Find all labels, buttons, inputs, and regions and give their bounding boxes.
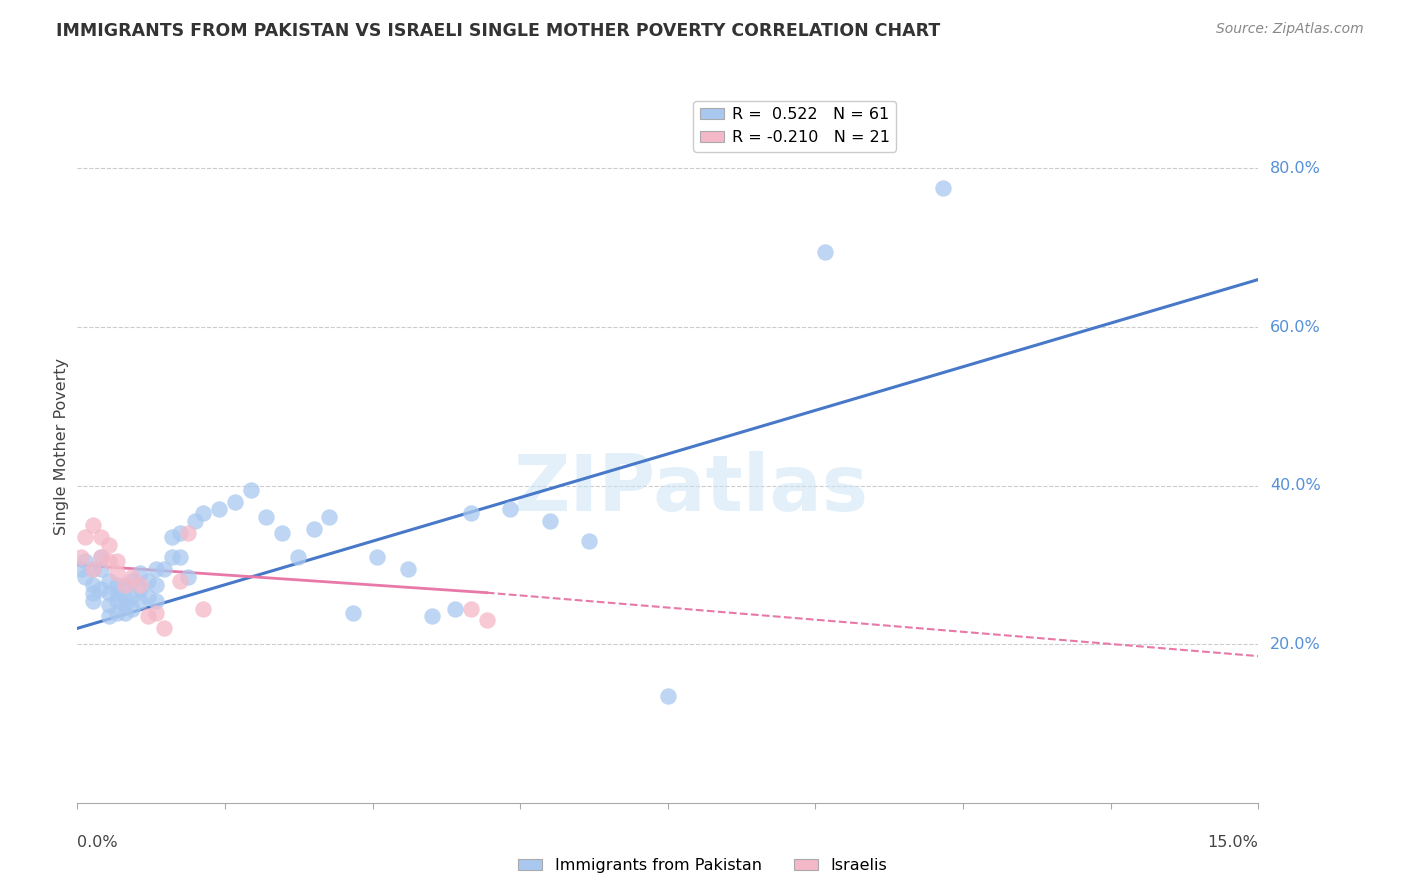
Text: 20.0%: 20.0% — [1270, 637, 1320, 652]
Point — [121, 574, 143, 588]
Point — [90, 549, 112, 564]
Text: 40.0%: 40.0% — [1270, 478, 1320, 493]
Point — [97, 598, 120, 612]
Point — [176, 570, 198, 584]
Point — [538, 514, 561, 528]
Point — [90, 530, 112, 544]
Point — [121, 590, 143, 604]
Point — [193, 507, 215, 521]
Point — [105, 578, 128, 592]
Point — [136, 574, 159, 588]
Point — [105, 585, 128, 599]
Point — [136, 609, 159, 624]
Point — [70, 562, 93, 576]
Point — [129, 593, 152, 607]
Text: ZIPatlas: ZIPatlas — [515, 450, 869, 527]
Point — [302, 522, 325, 536]
Point — [145, 593, 167, 607]
Point — [114, 578, 136, 592]
Point — [145, 578, 167, 592]
Point — [82, 593, 104, 607]
Point — [82, 578, 104, 592]
Point — [114, 578, 136, 592]
Point — [444, 601, 467, 615]
Point — [136, 590, 159, 604]
Point — [82, 562, 104, 576]
Point — [169, 574, 191, 588]
Point — [114, 598, 136, 612]
Point — [169, 549, 191, 564]
Point — [578, 534, 600, 549]
Point — [70, 549, 93, 564]
Point — [97, 609, 120, 624]
Y-axis label: Single Mother Poverty: Single Mother Poverty — [53, 358, 69, 534]
Text: Source: ZipAtlas.com: Source: ZipAtlas.com — [1216, 22, 1364, 37]
Legend: R =  0.522   N = 61, R = -0.210   N = 21: R = 0.522 N = 61, R = -0.210 N = 21 — [693, 101, 896, 152]
Text: 0.0%: 0.0% — [77, 835, 118, 850]
Point — [176, 526, 198, 541]
Point — [239, 483, 262, 497]
Point — [499, 502, 522, 516]
Point — [129, 582, 152, 596]
Point — [97, 554, 120, 568]
Point — [814, 244, 837, 259]
Point — [193, 601, 215, 615]
Point — [90, 582, 112, 596]
Point — [287, 549, 309, 564]
Point — [153, 562, 176, 576]
Point — [75, 570, 97, 584]
Point — [153, 621, 176, 635]
Point — [114, 606, 136, 620]
Point — [75, 530, 97, 544]
Point — [90, 549, 112, 564]
Point — [208, 502, 231, 516]
Point — [129, 566, 152, 580]
Point — [105, 593, 128, 607]
Point — [145, 606, 167, 620]
Point — [342, 606, 364, 620]
Point — [145, 562, 167, 576]
Point — [105, 606, 128, 620]
Point — [105, 566, 128, 580]
Point — [657, 689, 679, 703]
Point — [460, 507, 482, 521]
Point — [97, 585, 120, 599]
Point — [121, 570, 143, 584]
Point — [318, 510, 340, 524]
Point — [114, 590, 136, 604]
Point — [224, 494, 246, 508]
Point — [932, 181, 955, 195]
Point — [366, 549, 388, 564]
Point — [396, 562, 419, 576]
Point — [169, 526, 191, 541]
Point — [105, 554, 128, 568]
Text: 60.0%: 60.0% — [1270, 319, 1320, 334]
Point — [97, 538, 120, 552]
Point — [97, 574, 120, 588]
Point — [420, 609, 443, 624]
Point — [82, 585, 104, 599]
Point — [184, 514, 207, 528]
Legend: Immigrants from Pakistan, Israelis: Immigrants from Pakistan, Israelis — [512, 852, 894, 880]
Point — [129, 578, 152, 592]
Point — [82, 562, 104, 576]
Point — [75, 554, 97, 568]
Point — [121, 601, 143, 615]
Point — [82, 518, 104, 533]
Point — [271, 526, 294, 541]
Point — [475, 614, 498, 628]
Text: 80.0%: 80.0% — [1270, 161, 1322, 176]
Text: 15.0%: 15.0% — [1208, 835, 1258, 850]
Text: IMMIGRANTS FROM PAKISTAN VS ISRAELI SINGLE MOTHER POVERTY CORRELATION CHART: IMMIGRANTS FROM PAKISTAN VS ISRAELI SING… — [56, 22, 941, 40]
Point — [254, 510, 277, 524]
Point — [90, 562, 112, 576]
Point — [160, 549, 183, 564]
Point — [460, 601, 482, 615]
Point — [160, 530, 183, 544]
